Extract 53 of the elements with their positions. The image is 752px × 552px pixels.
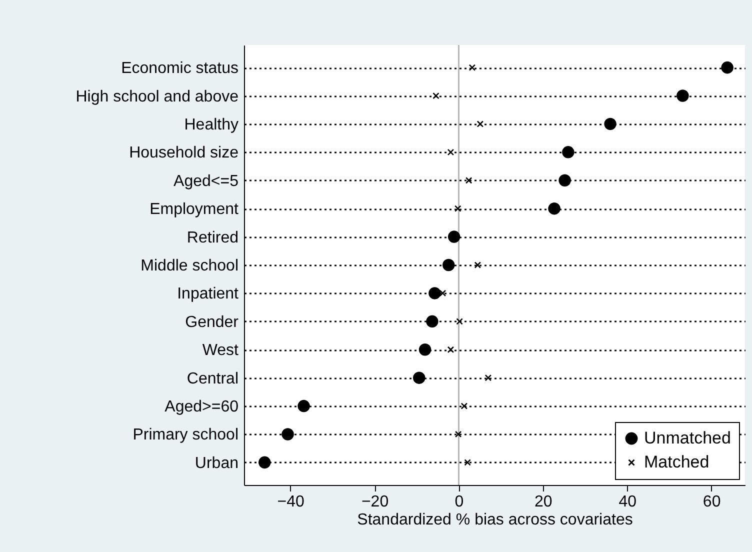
point: [558, 174, 571, 186]
y-tick-label: Aged<=5: [174, 172, 239, 190]
point: [448, 230, 460, 243]
point: [454, 430, 462, 438]
point: [282, 428, 294, 440]
point: [464, 459, 471, 466]
point: [721, 61, 734, 74]
legend-label: Matched: [644, 452, 710, 472]
x-axis-title: Standardized % bias across covariates: [357, 512, 633, 528]
point: [474, 262, 482, 268]
y-tick-label: High school and above: [76, 88, 239, 106]
point: [413, 372, 426, 384]
y-tick-label: Household size: [129, 144, 239, 162]
x-tick-label: 60: [702, 494, 721, 510]
y-tick-label: Inpatient: [177, 286, 240, 303]
x-tick-label: 40: [618, 494, 637, 510]
y-tick-label: Economic status: [121, 60, 238, 78]
y-tick-label: Primary school: [132, 426, 238, 444]
y-tick-label: Healthy: [184, 116, 238, 134]
point: [562, 146, 574, 158]
point: [426, 315, 438, 328]
y-tick-label: Central: [186, 370, 238, 388]
point: [428, 287, 441, 300]
point: [447, 346, 454, 354]
y-tick-label: Middle school: [140, 258, 238, 274]
point: [468, 64, 476, 71]
y-tick-label: Retired: [186, 229, 238, 246]
point: [258, 456, 271, 469]
point: [298, 400, 310, 412]
point: [442, 258, 455, 272]
y-tick-label: Aged>=60: [164, 398, 239, 416]
y-tick-label: West: [202, 342, 240, 360]
point: [676, 90, 689, 102]
point: [460, 402, 468, 410]
point: [476, 120, 484, 128]
point: [432, 92, 440, 100]
point: [548, 202, 560, 215]
point: [447, 148, 454, 156]
x-tick-label: 0: [454, 494, 464, 510]
x-tick-label: −40: [277, 494, 304, 510]
y-tick-label: Employment: [150, 201, 240, 218]
x-tick-label: −20: [361, 494, 389, 510]
point: [465, 176, 472, 184]
point: [454, 205, 462, 212]
y-tick-label: Gender: [185, 314, 240, 331]
y-tick-label: Urban: [194, 454, 238, 472]
point: [484, 374, 492, 382]
point: [456, 318, 463, 325]
x-tick-label: 20: [534, 494, 552, 510]
point: [418, 344, 432, 356]
point: [439, 290, 446, 297]
point: [604, 118, 616, 130]
legend-label: Unmatched: [644, 428, 731, 448]
